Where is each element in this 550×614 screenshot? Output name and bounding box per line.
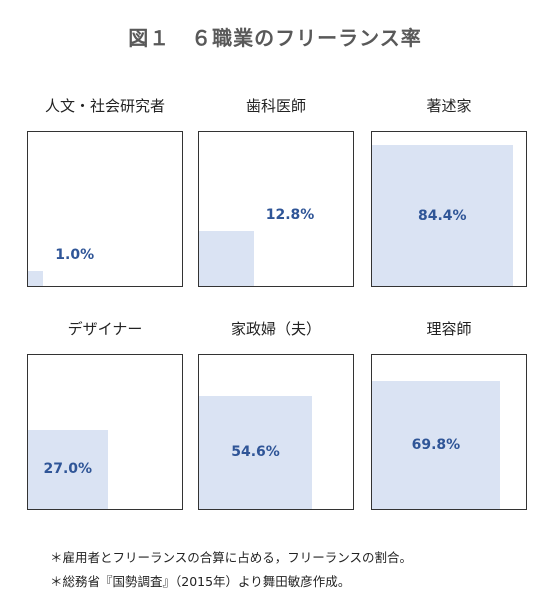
value-label: 1.0%: [55, 246, 95, 263]
footnotes: ＊雇用者とフリーランスの合算に占める，フリーランスの割合。 ＊総務省『国勢調査』…: [50, 546, 412, 594]
value-area: [372, 145, 513, 286]
panel-box: 12.8%: [198, 131, 354, 287]
panel-label: 家政婦（夫）: [230, 320, 321, 338]
panel-label: 歯科医師: [245, 97, 306, 115]
panel-label: 人文・社会研究者: [44, 97, 165, 115]
value-label: 12.8%: [265, 207, 315, 224]
value-label: 54.6%: [231, 444, 280, 461]
panel-label: 著述家: [426, 97, 472, 115]
value-area: [28, 429, 108, 509]
panel-box: 54.6%: [198, 354, 354, 510]
panel-box: 1.0%: [27, 131, 183, 287]
panel-box: 69.8%: [371, 354, 527, 510]
value-area: [28, 270, 44, 286]
value-label: 27.0%: [43, 461, 93, 478]
panel-box: 84.4%: [371, 131, 527, 287]
value-area: [199, 395, 313, 509]
value-label: 69.8%: [411, 437, 461, 454]
footnote-definition: ＊雇用者とフリーランスの合算に占める，フリーランスの割合。: [50, 550, 413, 565]
panel-label: デザイナー: [67, 320, 143, 338]
panel-label: 理容師: [426, 320, 472, 338]
value-label: 84.4%: [417, 207, 467, 224]
chart-title: 図１ ６職業のフリーランス率: [128, 26, 422, 50]
footnote-source: ＊総務省『国勢調査』（2015年）より舞田敏彦作成。: [50, 574, 351, 589]
panel-box: 27.0%: [27, 354, 183, 510]
value-area: [372, 381, 500, 509]
value-area: [199, 231, 254, 286]
